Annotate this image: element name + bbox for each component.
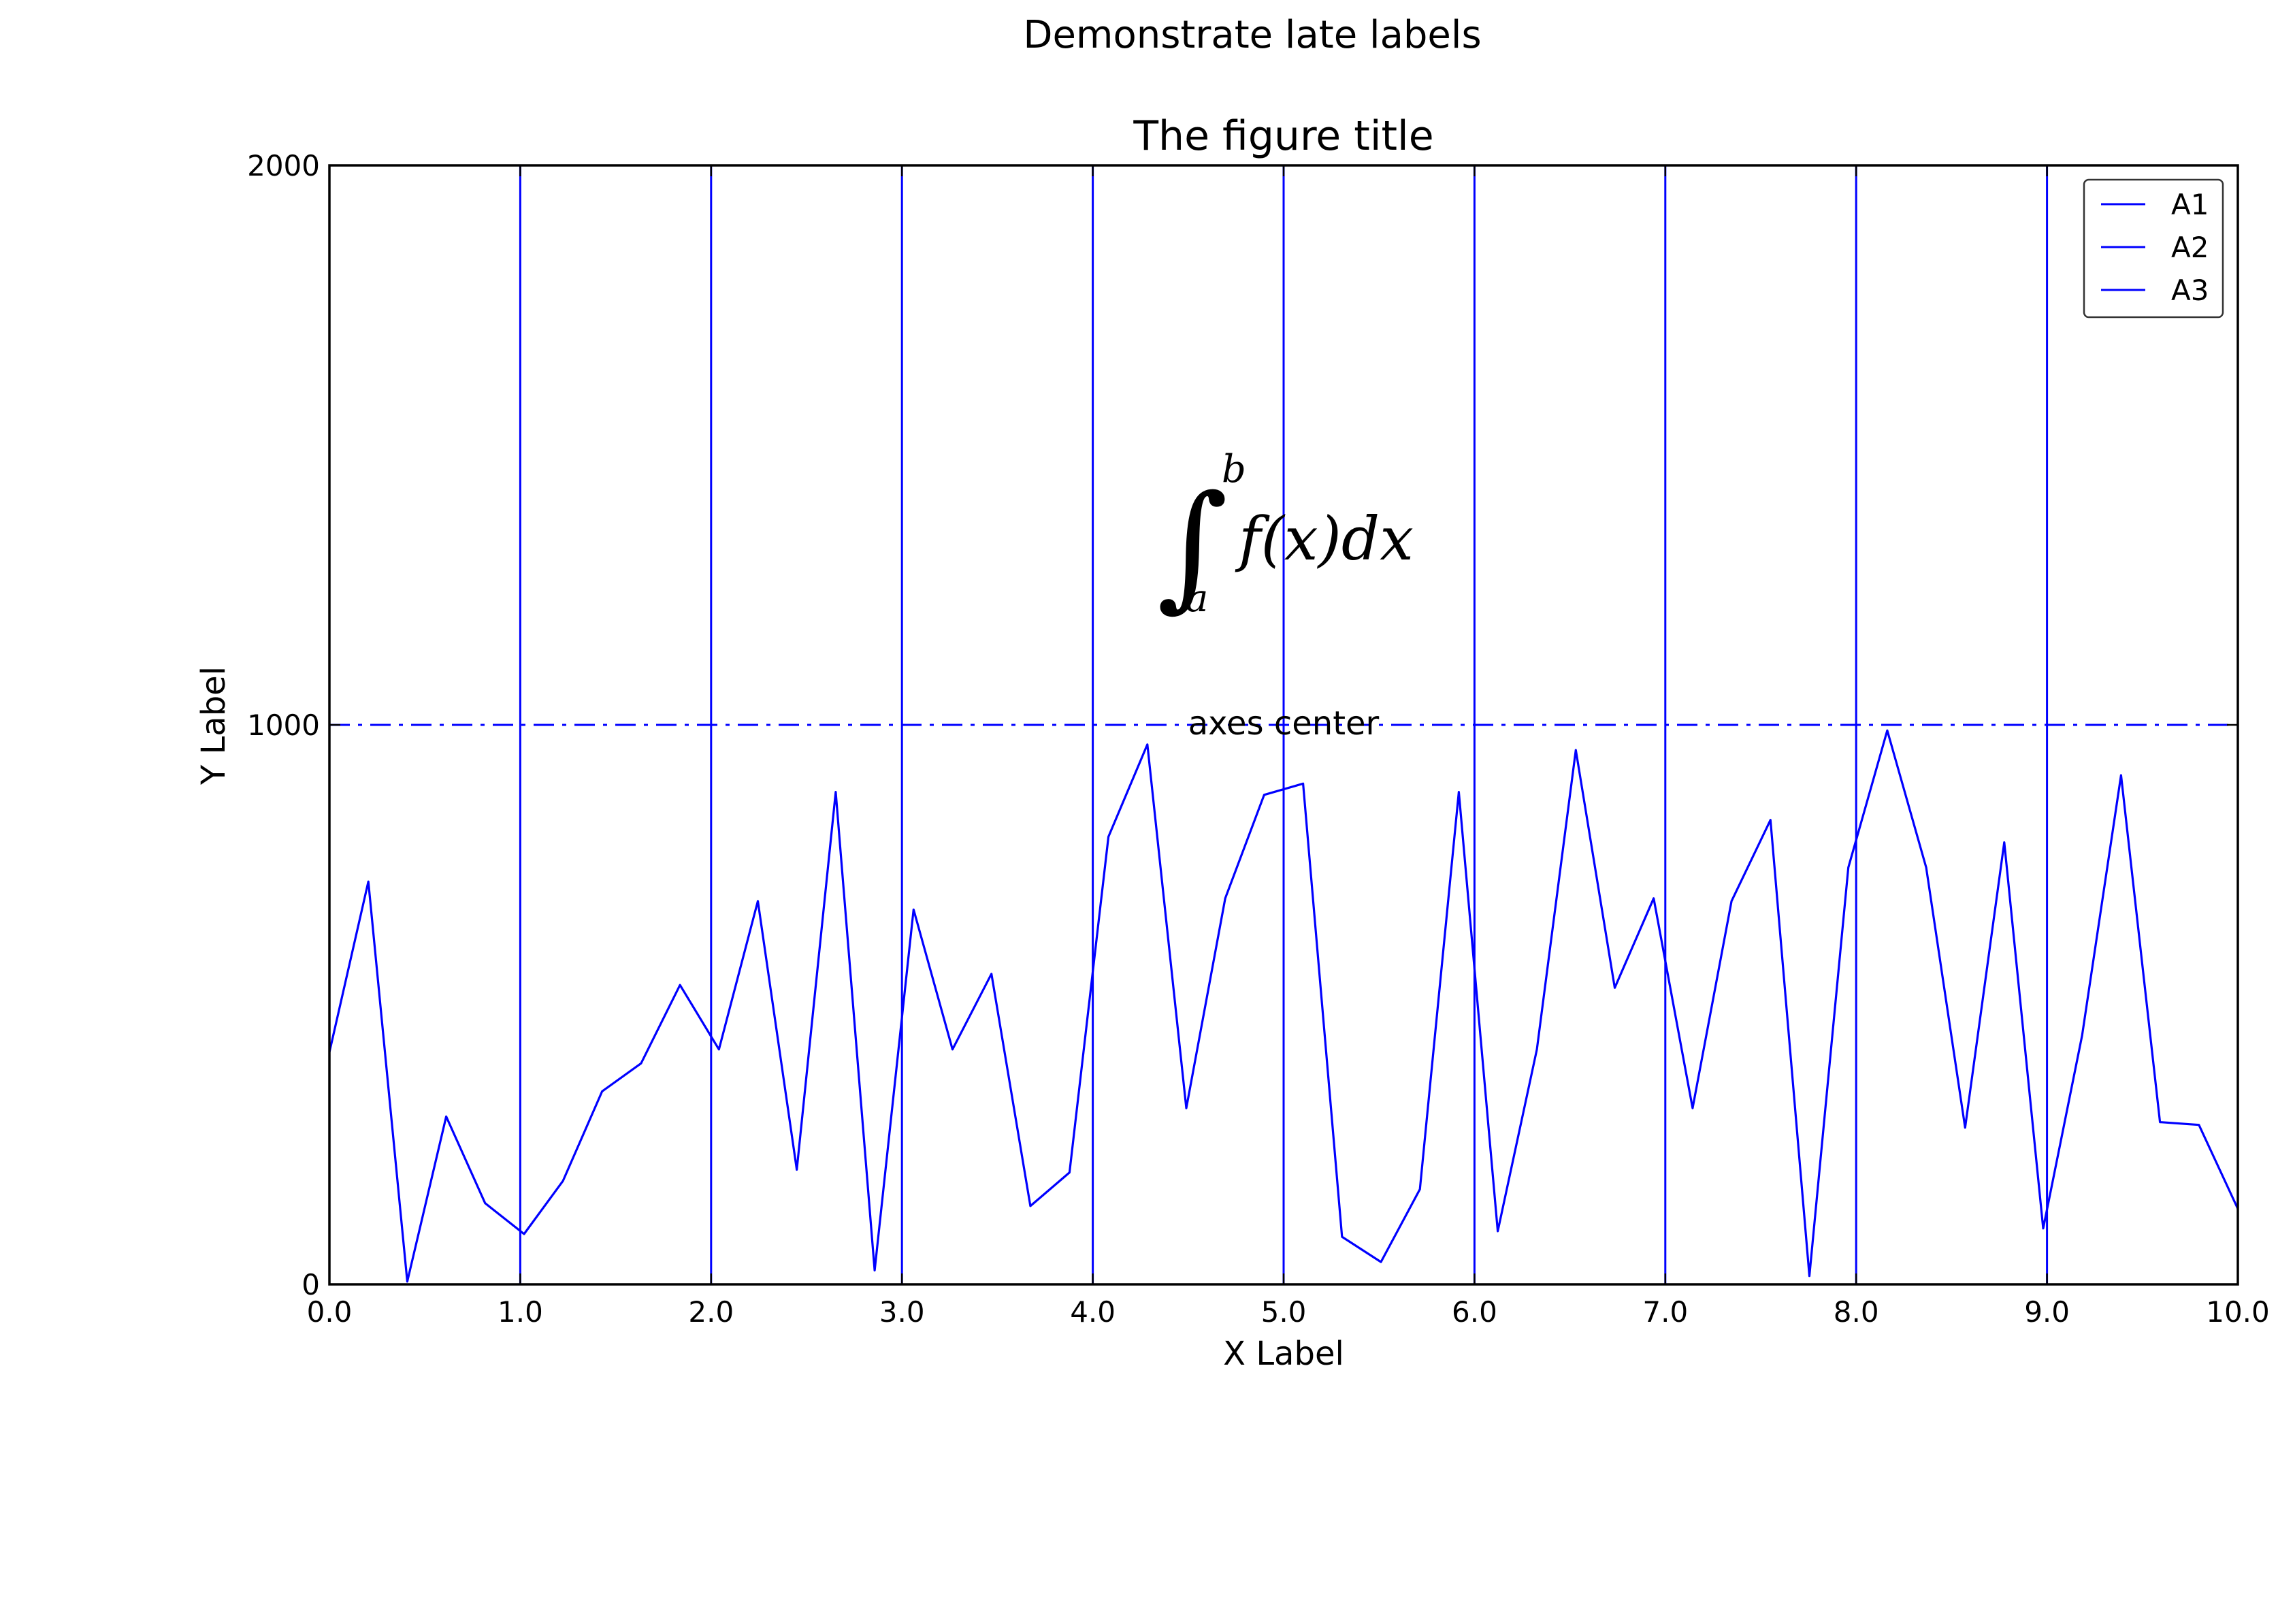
x-tick-label: 2.0 <box>688 1295 734 1329</box>
legend-label: A3 <box>2171 274 2209 307</box>
svg-text:a: a <box>1186 576 1208 621</box>
x-tick-label: 9.0 <box>2024 1295 2070 1329</box>
x-tick-label: 4.0 <box>1070 1295 1116 1329</box>
y-axis-label: Y Label <box>195 666 233 785</box>
figure-suptitle: Demonstrate late labels <box>1023 13 1481 57</box>
x-axis-label: X Label <box>1223 1335 1344 1373</box>
x-tick-label: 7.0 <box>1642 1295 1688 1329</box>
legend-label: A1 <box>2171 188 2209 221</box>
svg-text:f(x)dx: f(x)dx <box>1235 504 1414 574</box>
chart-title: The figure title <box>1133 112 1433 160</box>
legend-label: A2 <box>2171 231 2209 264</box>
x-tick-label: 0.0 <box>307 1295 353 1329</box>
axes-center-label: axes center <box>1188 704 1380 743</box>
legend: A1 A2 A3 <box>2083 178 2224 319</box>
x-tick-label: 8.0 <box>1834 1295 1879 1329</box>
x-tick-label: 6.0 <box>1452 1295 1497 1329</box>
x-axis-ticks: 0.0 1.0 2.0 3.0 4.0 5.0 6.0 7.0 8.0 9.0 10.0 <box>307 165 2270 1329</box>
y-tick-label: 1000 <box>247 709 320 742</box>
x-tick-label: 3.0 <box>879 1295 925 1329</box>
x-tick-label: 1.0 <box>498 1295 543 1329</box>
svg-text:∫: ∫ <box>1157 466 1228 625</box>
y-tick-label: 2000 <box>247 149 320 182</box>
y-tick-label: 0 <box>302 1268 320 1301</box>
series-line <box>328 729 2239 1283</box>
x-tick-label: 5.0 <box>1261 1295 1307 1329</box>
legend-box <box>2083 178 2224 319</box>
integral-annotation: ∫ b a f(x)dx <box>1157 447 1414 625</box>
y-axis-ticks: 0 1000 2000 <box>247 149 2238 1301</box>
svg-text:b: b <box>1222 447 1246 491</box>
x-tick-label: 10.0 <box>2206 1295 2270 1329</box>
